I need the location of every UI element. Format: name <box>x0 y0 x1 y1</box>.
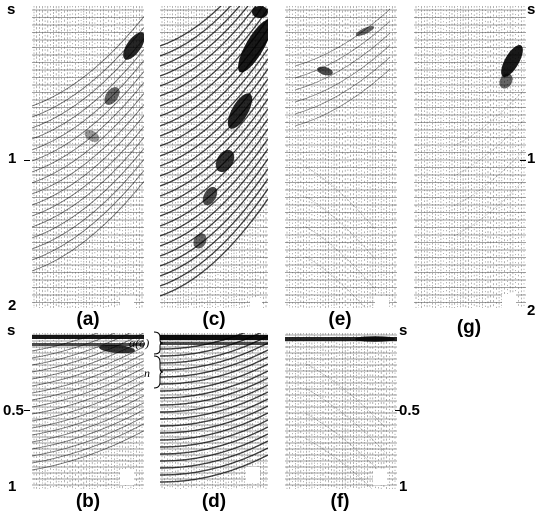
alpha-annotation: α(o) <box>129 336 150 350</box>
bottom-left-axis-unit: s <box>7 322 16 339</box>
seismogram-panel-b <box>32 333 144 489</box>
bottom-left-tick-05: 0.5 <box>3 402 24 419</box>
panel-label-d: (d) <box>201 491 227 512</box>
top-left-tick-2: 2 <box>8 297 17 314</box>
seismogram-panel-d <box>160 333 268 489</box>
seismogram-panel-g <box>414 6 526 308</box>
top-left-tick-1: 1 <box>8 150 17 167</box>
top-left-axis-unit: s <box>7 1 16 18</box>
bottom-left-tick-1: 1 <box>8 478 17 495</box>
seismogram-panel-c <box>160 6 268 308</box>
seismogram-panel-a <box>32 6 144 308</box>
bottom-right-axis-unit: s <box>399 322 408 339</box>
panel-label-b: (b) <box>75 491 101 512</box>
bottom-right-tick-1: 1 <box>399 478 408 495</box>
seismogram-panel-f <box>285 333 397 489</box>
tick-mark <box>395 410 401 411</box>
bottom-right-tick-05: 0.5 <box>399 402 420 419</box>
panel-label-c: (c) <box>202 309 226 330</box>
n-annotation: n <box>144 366 150 380</box>
panel-label-e: (e) <box>328 309 352 330</box>
tick-mark <box>520 160 526 161</box>
panel-label-f: (f) <box>330 491 350 512</box>
brace-markers <box>153 331 164 389</box>
top-right-tick-2: 2 <box>527 302 536 319</box>
top-right-axis-unit: s <box>527 1 536 18</box>
tick-mark <box>24 160 30 161</box>
seismogram-panel-e <box>285 6 397 308</box>
panel-label-g: (g) <box>456 317 482 338</box>
top-right-tick-1: 1 <box>527 150 536 167</box>
panel-label-a: (a) <box>76 309 100 330</box>
tick-mark <box>24 410 30 411</box>
